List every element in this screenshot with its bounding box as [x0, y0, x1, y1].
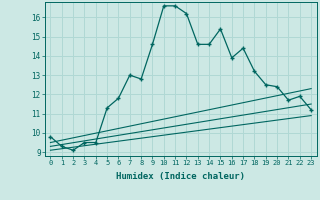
X-axis label: Humidex (Indice chaleur): Humidex (Indice chaleur)	[116, 172, 245, 181]
